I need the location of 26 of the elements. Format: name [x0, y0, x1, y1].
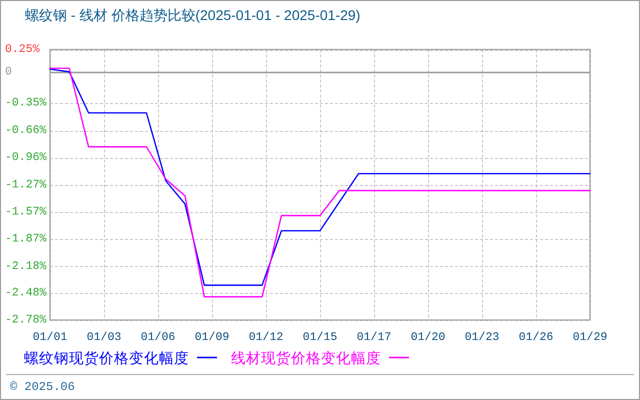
x-tick-label: 01/20: [410, 331, 446, 344]
y-tick-label: -2.18%: [5, 260, 47, 273]
y-tick-label: 0: [5, 65, 12, 78]
y-tick-label: -0.35%: [5, 96, 47, 110]
x-tick-label: 01/26: [518, 331, 554, 344]
x-tick-label: 01/15: [302, 331, 338, 344]
x-tick-label: 01/06: [140, 331, 176, 344]
x-tick-label: 01/12: [248, 331, 284, 344]
x-tick-label: 01/01: [32, 331, 68, 344]
legend-label: 螺纹钢现货价格变化幅度: [24, 350, 189, 367]
y-tick-label: -1.57%: [5, 205, 47, 218]
text: © 2025.06: [10, 380, 75, 394]
y-tick-label: -2.48%: [5, 286, 47, 300]
y-tick-label: 0.25%: [5, 43, 40, 56]
chart-title: 螺纹钢 - 线材 价格趋势比较(2025-01-01 - 2025-01-29): [25, 7, 360, 23]
x-tick-label: 01/03: [86, 331, 122, 344]
y-tick-label: -1.27%: [5, 178, 47, 192]
x-tick-label: 01/29: [572, 331, 608, 344]
legend-label: 线材现货价格变化幅度: [231, 350, 381, 367]
y-tick-label: -2.78%: [5, 314, 47, 326]
y-tick-label: -1.87%: [5, 232, 47, 246]
y-tick-label: -0.96%: [5, 151, 47, 164]
x-tick-label: 01/17: [356, 331, 392, 344]
x-tick-label: 01/23: [464, 331, 500, 344]
x-tick-label: 01/09: [194, 331, 230, 344]
y-tick-label: -0.66%: [5, 124, 47, 138]
